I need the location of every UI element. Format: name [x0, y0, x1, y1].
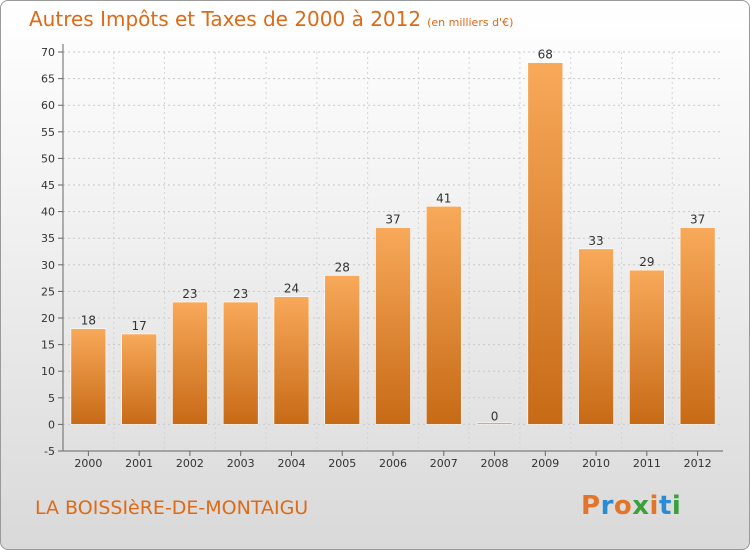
value-label: 37 [385, 213, 400, 227]
y-tick-label: 55 [41, 126, 55, 139]
x-tick-label: 2004 [277, 457, 305, 470]
brand-letter: o [613, 491, 633, 521]
y-tick-label: 40 [41, 206, 55, 219]
bars [70, 62, 716, 425]
bar-2007[interactable] [425, 205, 462, 425]
value-label: 17 [132, 319, 147, 333]
bar-2002[interactable] [172, 301, 208, 425]
brand-letter: x [632, 491, 650, 521]
bar-2001[interactable] [121, 333, 157, 425]
y-tick-label: 25 [41, 285, 55, 298]
bar-2005[interactable] [324, 275, 361, 425]
title-text: Autres Impôts et Taxes de 2000 à 2012 [29, 7, 422, 31]
y-tick-label: 35 [41, 232, 55, 245]
value-label: 37 [690, 213, 705, 227]
y-tick-label: 50 [41, 152, 55, 165]
x-tick-label: 2011 [633, 457, 661, 470]
value-label: 23 [182, 287, 197, 301]
title-unit: (en milliers d'€) [427, 16, 514, 29]
y-tick-label: 5 [48, 392, 55, 405]
value-label: 68 [538, 48, 553, 62]
brand-letter: t [658, 491, 672, 521]
bar-2010[interactable] [578, 248, 614, 425]
axes [58, 44, 723, 456]
y-tick-label: -5 [44, 445, 55, 458]
brand-letter: i [671, 491, 682, 521]
brand-letter: r [600, 491, 614, 521]
bar-2012[interactable] [679, 227, 716, 425]
commune-name: LA BOISSIèRE-DE-MONTAIGU [35, 497, 309, 519]
y-tick-label: 65 [41, 73, 55, 86]
value-label: 33 [588, 234, 603, 248]
bar-2003[interactable] [222, 301, 259, 425]
x-tick-label: 2002 [176, 457, 204, 470]
bar-2008[interactable] [476, 422, 513, 425]
y-tick-label: 70 [41, 46, 55, 59]
bar-2011[interactable] [629, 269, 665, 425]
value-label: 23 [233, 287, 248, 301]
y-tick-label: 10 [41, 365, 55, 378]
x-tick-label: 2006 [379, 457, 407, 470]
x-tick-label: 2012 [684, 457, 712, 470]
y-tick-label: 45 [41, 179, 55, 192]
value-label: 24 [284, 282, 299, 296]
value-label: 28 [335, 260, 350, 274]
x-tick-label: 2010 [582, 457, 610, 470]
x-tick-label: 2000 [74, 457, 102, 470]
chart-title: Autres Impôts et Taxes de 2000 à 2012 (en… [29, 7, 513, 31]
value-label: 41 [436, 191, 451, 205]
proxiti-logo[interactable]: Proxiti [581, 491, 681, 521]
value-label: 0 [491, 409, 499, 423]
value-label: 29 [639, 255, 654, 269]
y-tick-label: 15 [41, 339, 55, 352]
x-tick-label: 2008 [481, 457, 509, 470]
y-tick-label: 60 [41, 99, 55, 112]
bar-2000[interactable] [70, 328, 107, 425]
x-tick-label: 2007 [430, 457, 458, 470]
bar-2009[interactable] [527, 62, 564, 425]
x-tick-label: 2001 [125, 457, 153, 470]
x-tick-label: 2003 [227, 457, 255, 470]
x-tick-label: 2009 [531, 457, 559, 470]
bar-2006[interactable] [375, 227, 411, 425]
x-tick-label: 2005 [328, 457, 356, 470]
brand-letter: P [581, 491, 601, 521]
brand-letter: i [649, 491, 659, 521]
value-label: 18 [81, 314, 96, 328]
y-tick-label: 0 [48, 418, 55, 431]
y-tick-label: 20 [41, 312, 55, 325]
bar-2004[interactable] [273, 296, 310, 425]
labels: -5 0 5 10 15 20 25 30 35 40 45 50 55 60 65 70 18 2000 17 20… [41, 46, 712, 470]
y-tick-label: 30 [41, 259, 55, 272]
